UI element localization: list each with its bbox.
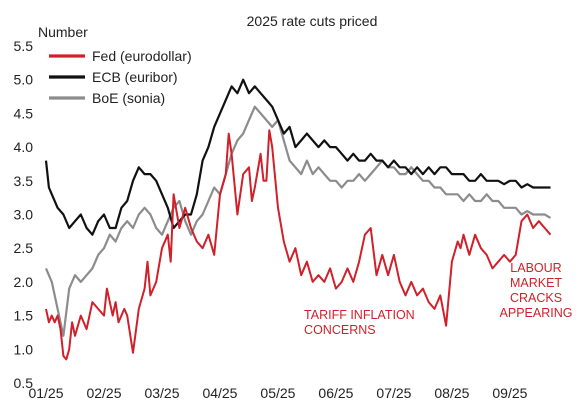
chart-title: 2025 rate cuts priced [247,13,378,29]
series-line-ecb [44,78,551,236]
y-tick-label: 3.5 [14,173,34,189]
series-line-fed [45,129,552,361]
annotation-text: CRACKS [510,291,562,305]
x-tick-label: 08/25 [434,385,469,401]
legend-label: Fed (eurodollar) [92,48,192,64]
y-tick-label: 4.5 [14,105,34,121]
y-tick-label: 2.5 [14,240,34,256]
x-tick-label: 02/25 [86,385,121,401]
annotation-text: APPEARING [500,306,573,320]
annotation-text: LABOUR [510,261,561,275]
annotation-text: CONCERNS [304,323,376,337]
y-tick-label: 0.5 [14,375,34,391]
x-tick-label: 05/25 [260,385,295,401]
y-tick-label: 3.0 [14,207,34,223]
series-line-boe [44,105,552,337]
legend: Fed (eurodollar) ECB (euribor) BoE (sonia) [49,48,192,106]
y-tick-label: 5.0 [14,72,34,88]
y-tick-label: 5.5 [14,38,34,54]
x-tick-label: 04/25 [202,385,237,401]
annotation-text: MARKET [510,276,562,290]
x-tick-label: 01/25 [28,385,63,401]
legend-label: BoE (sonia) [92,90,165,106]
y-axis-label: Number [38,24,88,40]
series-lines [44,78,552,361]
annotation-text: TARIFF INFLATION [304,308,415,322]
x-axis: 01/25 02/25 03/25 04/25 05/25 06/25 07/25 08/25… [28,385,527,401]
y-tick-label: 2.0 [14,274,34,290]
legend-label: ECB (euribor) [92,69,178,85]
y-tick-label: 1.0 [14,341,34,357]
x-tick-label: 06/25 [318,385,353,401]
y-tick-label: 1.5 [14,308,34,324]
x-tick-label: 07/25 [376,385,411,401]
x-tick-label: 09/25 [492,385,527,401]
y-tick-label: 4.0 [14,139,34,155]
y-axis: 0.5 1.0 1.5 2.0 2.5 3.0 3.5 4.0 4.5 5.0 5.5 [14,38,34,391]
x-tick-label: 03/25 [144,385,179,401]
